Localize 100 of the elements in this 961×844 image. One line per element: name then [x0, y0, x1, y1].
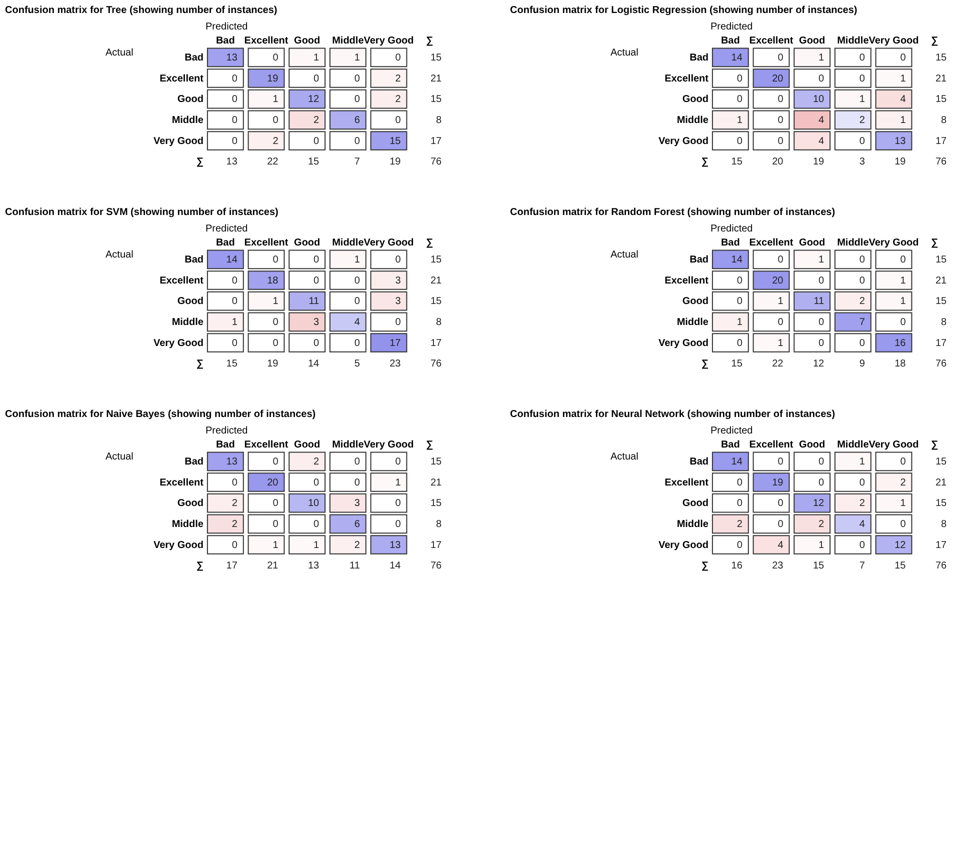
x-tick-label: Excellent — [749, 440, 794, 450]
data-label: 16 — [894, 338, 906, 349]
data-label: 0 — [778, 136, 784, 147]
data-label: 15 — [390, 136, 402, 147]
data-label: 1 — [818, 52, 825, 64]
data-label: 7 — [859, 316, 866, 328]
x-tick-label: Good — [799, 238, 826, 248]
x-tick-label: Very Good — [364, 36, 414, 46]
data-label: 0 — [232, 540, 238, 551]
data-label: 18 — [267, 275, 279, 286]
data-label: 17 — [430, 540, 442, 551]
y-tick-label: Very Good — [658, 540, 708, 551]
x-tick-label: ∑ — [931, 238, 938, 248]
y-tick-label: Good — [177, 94, 204, 106]
data-label: 15 — [430, 296, 442, 308]
data-label: 0 — [232, 114, 238, 126]
data-label: 0 — [778, 52, 784, 64]
data-label: 0 — [778, 518, 784, 530]
x-tick-label: Good — [294, 238, 320, 248]
data-label: 0 — [818, 477, 825, 488]
y-tick-label: ∑ — [701, 560, 708, 572]
data-label: 21 — [935, 73, 948, 84]
data-label: 0 — [778, 114, 784, 126]
data-label: 1 — [354, 254, 360, 266]
x-tick-label: ∑ — [426, 36, 434, 46]
data-label: 0 — [314, 254, 320, 266]
x-tick-label: Excellent — [244, 238, 289, 248]
chart-title: Confusion matrix for Logistic Regression (showing number of instances) — [510, 5, 858, 16]
data-label: 0 — [859, 52, 866, 64]
data-label: 0 — [272, 518, 279, 530]
data-label: 19 — [390, 156, 402, 168]
y-tick-label: Middle — [172, 316, 204, 328]
data-label: 2 — [900, 477, 906, 488]
data-label: 0 — [736, 498, 743, 510]
data-label: 1 — [900, 498, 906, 510]
data-label: 17 — [935, 540, 948, 551]
data-label: 8 — [436, 316, 442, 328]
data-label: 0 — [818, 338, 825, 349]
data-label: 15 — [430, 254, 442, 266]
data-label: 2 — [859, 114, 866, 126]
data-label: 76 — [935, 156, 948, 168]
data-label: 2 — [314, 456, 320, 468]
y-tick-label: Excellent — [664, 275, 710, 286]
data-label: 17 — [390, 338, 402, 349]
data-label: 0 — [736, 73, 743, 84]
data-label: 2 — [232, 498, 238, 510]
data-label: 0 — [778, 316, 784, 328]
data-label: 0 — [272, 456, 279, 468]
data-label: 1 — [859, 94, 866, 106]
data-label: 20 — [772, 73, 784, 84]
data-label: 4 — [859, 518, 866, 530]
y-tick-label: Good — [177, 296, 204, 308]
data-label: 15 — [935, 296, 948, 308]
data-label: 1 — [395, 477, 402, 488]
data-label: 22 — [772, 358, 784, 370]
data-label: 0 — [395, 254, 402, 266]
data-label: 15 — [894, 560, 906, 572]
data-label: 15 — [430, 456, 442, 468]
data-label: 2 — [232, 518, 238, 530]
data-label: 21 — [430, 477, 442, 488]
data-label: 15 — [935, 52, 948, 64]
data-label: 0 — [900, 456, 906, 468]
x-tick-label: Middle — [332, 36, 364, 46]
x-tick-label: Good — [294, 440, 320, 450]
y-tick-label: Good — [682, 296, 708, 308]
data-label: 76 — [430, 358, 442, 370]
x-tick-label: Excellent — [749, 238, 794, 248]
y-tick-label: Good — [682, 498, 708, 510]
x-tick-label: ∑ — [931, 440, 938, 450]
data-label: 21 — [935, 477, 948, 488]
data-label: 15 — [430, 52, 442, 64]
x-axis-title: Predicted — [710, 426, 753, 436]
y-axis-title: Actual — [610, 48, 638, 58]
y-axis-title: Actual — [106, 48, 134, 58]
x-tick-label: Bad — [216, 36, 235, 46]
data-label: 0 — [314, 73, 320, 84]
data-label: 2 — [272, 136, 279, 147]
data-label: 0 — [395, 114, 402, 126]
data-label: 17 — [935, 338, 948, 349]
y-tick-label: Good — [177, 498, 204, 510]
data-label: 17 — [226, 560, 238, 572]
data-label: 17 — [935, 136, 948, 147]
x-tick-label: Very Good — [364, 440, 414, 450]
data-label: 1 — [900, 73, 906, 84]
data-label: 22 — [267, 156, 279, 168]
data-label: 20 — [772, 275, 784, 286]
data-label: 0 — [859, 338, 866, 349]
y-tick-label: Very Good — [153, 338, 204, 349]
data-label: 0 — [354, 94, 360, 106]
data-label: 3 — [314, 316, 320, 328]
data-label: 13 — [226, 52, 238, 64]
data-label: 0 — [818, 73, 825, 84]
data-label: 0 — [859, 73, 866, 84]
x-tick-label: Excellent — [244, 36, 289, 46]
data-label: 14 — [731, 254, 743, 266]
x-tick-label: ∑ — [931, 36, 938, 46]
data-label: 19 — [812, 156, 825, 168]
data-label: 12 — [308, 94, 320, 106]
data-label: 20 — [267, 477, 279, 488]
data-label: 0 — [736, 136, 743, 147]
